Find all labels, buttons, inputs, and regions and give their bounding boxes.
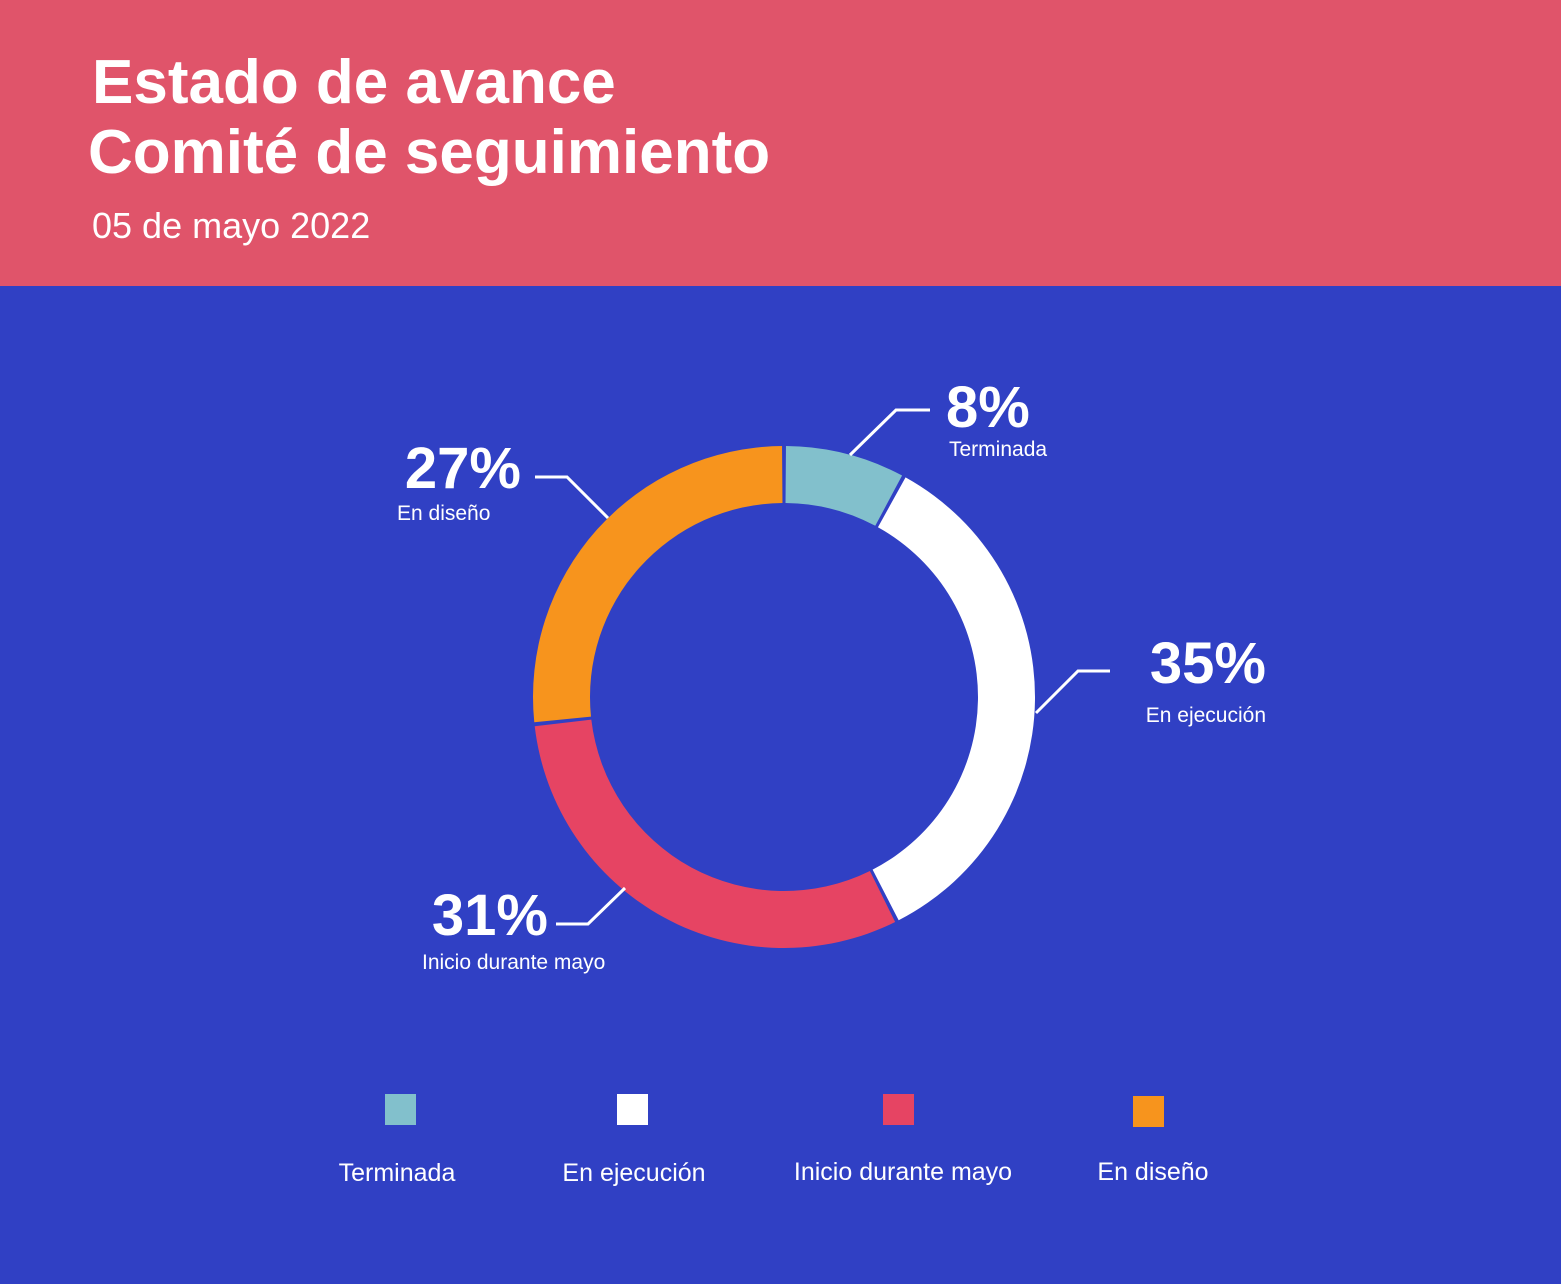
legend-label-terminada: Terminada [339,1159,456,1187]
page-title-line1: Estado de avance [92,48,616,117]
legend-swatch-terminada [385,1094,416,1125]
page-title-line2: Comité de seguimiento [88,118,771,187]
category-label-terminada: Terminada [949,438,1047,461]
legend-label-en-ejecucion: En ejecución [562,1159,705,1187]
slice-inicio-durante-mayo [534,719,896,948]
category-label-en-diseno: En diseño [397,502,490,525]
leader-lines [535,408,1110,926]
percent-label-en-ejecucion: 35% [1150,631,1266,696]
legend-swatch-en-ejecucion [617,1094,648,1125]
category-label-en-ejecucion: En ejecución [1146,704,1266,727]
slice-en-diseno [533,446,783,723]
legend-swatch-en-diseno [1133,1096,1164,1127]
percent-label-terminada: 8% [946,375,1030,440]
header-banner: Estado de avance Comité de seguimiento 0… [0,0,1561,286]
percent-label-inicio-durante-mayo: 31% [432,883,548,948]
category-label-inicio-durante-mayo: Inicio durante mayo [422,951,605,974]
leader-line-en-diseno [535,475,610,520]
leader-line-terminada [848,408,930,457]
slice-labels: 8%Terminada 35% En ejecución 31% Inicio dura… [397,375,1266,974]
slice-en-ejecucion [872,477,1036,921]
legend: Terminada En ejecución Inicio durante mayo… [339,1094,1209,1187]
legend-label-inicio-durante-mayo: Inicio durante mayo [794,1158,1012,1186]
legend-label-en-diseno: En diseño [1097,1158,1208,1186]
slice-terminada [785,446,903,526]
leader-line-inicio-durante-mayo [556,886,627,926]
leader-line-en-ejecucion [1034,669,1110,715]
donut-slices [533,446,1036,948]
percent-label-en-diseno: 27% [405,436,521,501]
legend-swatch-inicio-durante-mayo [883,1094,914,1125]
report-date: 05 de mayo 2022 [92,205,371,246]
